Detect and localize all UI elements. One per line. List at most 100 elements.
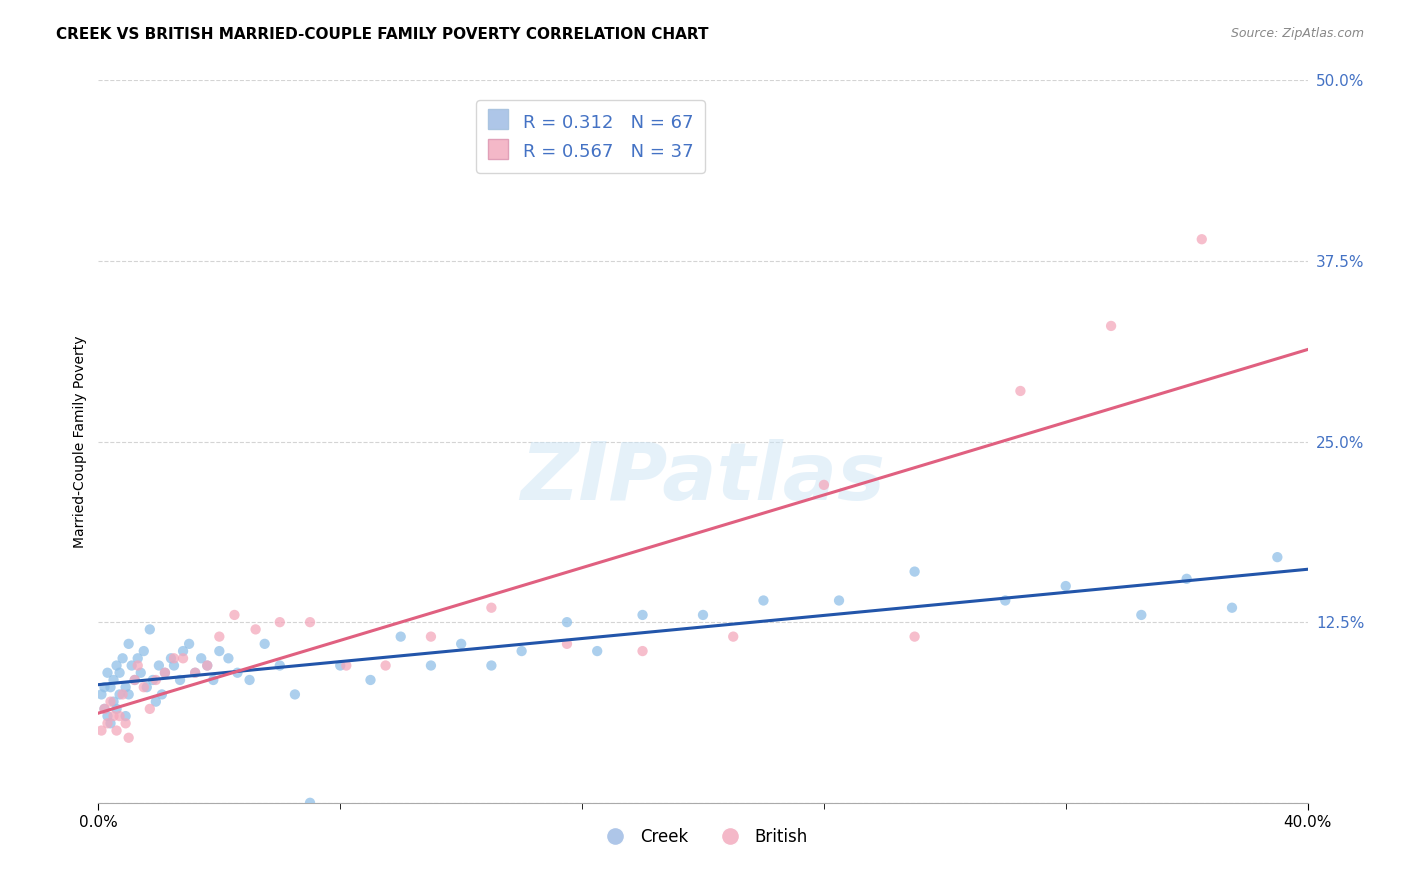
Point: [813, 478, 835, 492]
Point: [100, 680, 122, 694]
Point: [510, 644, 533, 658]
Point: [127, 651, 149, 665]
Point: [135, 680, 157, 694]
Point: [145, 695, 167, 709]
Legend: Creek, British: Creek, British: [592, 821, 814, 852]
Text: Source: ZipAtlas.com: Source: ZipAtlas.com: [1230, 27, 1364, 40]
Point: [124, 673, 146, 687]
Point: [160, 651, 183, 665]
Point: [481, 658, 503, 673]
Point: [90, 723, 112, 738]
Point: [163, 658, 186, 673]
Point: [1191, 232, 1213, 246]
Point: [202, 673, 225, 687]
Point: [284, 687, 307, 701]
Point: [555, 615, 578, 630]
Text: ZIPatlas: ZIPatlas: [520, 439, 886, 516]
Point: [1267, 550, 1289, 565]
Point: [96, 709, 118, 723]
Point: [139, 623, 162, 637]
Point: [828, 593, 851, 607]
Point: [631, 644, 654, 658]
Point: [105, 658, 128, 673]
Point: [631, 607, 654, 622]
Point: [145, 673, 167, 687]
Point: [723, 630, 745, 644]
Point: [153, 665, 176, 680]
Point: [179, 637, 201, 651]
Point: [420, 658, 443, 673]
Point: [100, 695, 122, 709]
Point: [142, 673, 165, 687]
Point: [124, 673, 146, 687]
Point: [299, 796, 322, 810]
Point: [118, 731, 141, 745]
Point: [1220, 600, 1243, 615]
Point: [172, 644, 194, 658]
Point: [224, 607, 246, 622]
Point: [329, 658, 352, 673]
Y-axis label: Married-Couple Family Poverty: Married-Couple Family Poverty: [73, 335, 87, 548]
Point: [1054, 579, 1077, 593]
Text: CREEK VS BRITISH MARRIED-COUPLE FAMILY POVERTY CORRELATION CHART: CREEK VS BRITISH MARRIED-COUPLE FAMILY P…: [56, 27, 709, 42]
Point: [253, 637, 276, 651]
Point: [195, 658, 218, 673]
Point: [96, 665, 118, 680]
Point: [1175, 572, 1198, 586]
Point: [169, 673, 191, 687]
Point: [752, 593, 775, 607]
Point: [299, 615, 322, 630]
Point: [1130, 607, 1153, 622]
Point: [692, 607, 714, 622]
Point: [103, 673, 125, 687]
Point: [374, 658, 396, 673]
Point: [103, 709, 125, 723]
Point: [239, 673, 262, 687]
Point: [360, 673, 382, 687]
Point: [226, 665, 249, 680]
Point: [111, 687, 134, 701]
Point: [93, 702, 115, 716]
Point: [114, 716, 136, 731]
Point: [586, 644, 609, 658]
Point: [132, 680, 155, 694]
Point: [105, 723, 128, 738]
Point: [904, 630, 927, 644]
Point: [184, 665, 207, 680]
Point: [108, 687, 131, 701]
Point: [114, 709, 136, 723]
Point: [100, 716, 122, 731]
Point: [132, 644, 155, 658]
Point: [150, 687, 173, 701]
Point: [1099, 318, 1122, 333]
Point: [335, 658, 357, 673]
Point: [420, 630, 443, 644]
Point: [103, 695, 125, 709]
Point: [105, 702, 128, 716]
Point: [90, 687, 112, 701]
Point: [148, 658, 170, 673]
Point: [108, 709, 131, 723]
Point: [245, 623, 267, 637]
Point: [481, 600, 503, 615]
Point: [208, 644, 231, 658]
Point: [389, 630, 412, 644]
Point: [208, 630, 231, 644]
Point: [118, 687, 141, 701]
Point: [269, 615, 291, 630]
Point: [217, 651, 239, 665]
Point: [108, 665, 131, 680]
Point: [555, 637, 578, 651]
Point: [93, 702, 115, 716]
Point: [994, 593, 1017, 607]
Point: [139, 702, 162, 716]
Point: [111, 651, 134, 665]
Point: [1010, 384, 1032, 398]
Point: [172, 651, 194, 665]
Point: [114, 680, 136, 694]
Point: [121, 658, 143, 673]
Point: [96, 716, 118, 731]
Point: [118, 637, 141, 651]
Point: [195, 658, 218, 673]
Point: [190, 651, 212, 665]
